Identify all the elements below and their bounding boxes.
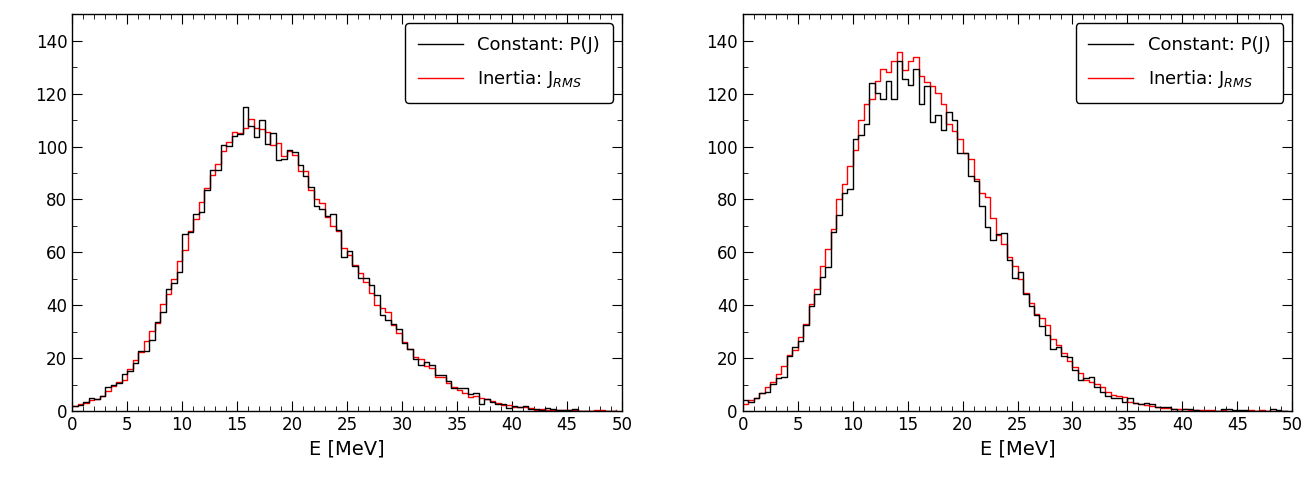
Constant: P(J): (49.5, 0): P(J): (49.5, 0) (609, 408, 625, 414)
Inertia: J$_{RMS}$: (30, 16.5): J$_{RMS}$: (30, 16.5) (1064, 365, 1080, 370)
Inertia: J$_{RMS}$: (43, 0): J$_{RMS}$: (43, 0) (1207, 408, 1223, 414)
Legend: Constant: P(J), Inertia: J$_{RMS}$: Constant: P(J), Inertia: J$_{RMS}$ (1076, 23, 1283, 103)
Inertia: J$_{RMS}$: (48, 0.0472): J$_{RMS}$: (48, 0.0472) (1262, 408, 1278, 414)
Inertia: J$_{RMS}$: (0, 1.74): J$_{RMS}$: (0, 1.74) (64, 403, 80, 409)
Inertia: J$_{RMS}$: (11.5, 118): J$_{RMS}$: (11.5, 118) (861, 96, 876, 102)
Inertia: J$_{RMS}$: (46.5, 0.121): J$_{RMS}$: (46.5, 0.121) (1246, 408, 1262, 413)
Constant: P(J): (11.5, 75.3): P(J): (11.5, 75.3) (190, 209, 206, 215)
Line: Inertia: J$_{RMS}$: Inertia: J$_{RMS}$ (72, 119, 617, 411)
Inertia: J$_{RMS}$: (9.5, 56.8): J$_{RMS}$: (9.5, 56.8) (169, 258, 185, 264)
Inertia: J$_{RMS}$: (16, 110): J$_{RMS}$: (16, 110) (240, 116, 256, 122)
Constant: P(J): (48, 0.192): P(J): (48, 0.192) (592, 408, 607, 413)
Constant: P(J): (14, 132): P(J): (14, 132) (888, 58, 904, 64)
Inertia: J$_{RMS}$: (49.5, 0.263): J$_{RMS}$: (49.5, 0.263) (609, 408, 625, 413)
Constant: P(J): (48, 0.861): P(J): (48, 0.861) (1262, 406, 1278, 412)
X-axis label: E [MeV]: E [MeV] (310, 439, 384, 458)
Inertia: J$_{RMS}$: (49.5, 0): J$_{RMS}$: (49.5, 0) (1279, 408, 1295, 414)
Constant: P(J): (46.5, 0.00101): P(J): (46.5, 0.00101) (1246, 408, 1262, 414)
Inertia: J$_{RMS}$: (48.5, 0.078): J$_{RMS}$: (48.5, 0.078) (597, 408, 613, 414)
Constant: P(J): (49.5, 0): P(J): (49.5, 0) (1279, 408, 1295, 414)
Line: Constant: P(J): Constant: P(J) (72, 107, 617, 411)
Constant: P(J): (46, 0): P(J): (46, 0) (569, 408, 585, 414)
Inertia: J$_{RMS}$: (30, 26): J$_{RMS}$: (30, 26) (394, 339, 409, 345)
Inertia: J$_{RMS}$: (46, 0.146): J$_{RMS}$: (46, 0.146) (569, 408, 585, 413)
X-axis label: E [MeV]: E [MeV] (980, 439, 1055, 458)
Inertia: J$_{RMS}$: (14, 136): J$_{RMS}$: (14, 136) (888, 49, 904, 54)
Constant: P(J): (15.5, 115): P(J): (15.5, 115) (235, 104, 251, 109)
Inertia: J$_{RMS}$: (9.5, 92.6): J$_{RMS}$: (9.5, 92.6) (840, 163, 855, 169)
Constant: P(J): (9.5, 52.6): P(J): (9.5, 52.6) (169, 269, 185, 275)
Constant: P(J): (0, 2.04): P(J): (0, 2.04) (64, 403, 80, 409)
Constant: P(J): (30, 25.6): P(J): (30, 25.6) (394, 341, 409, 347)
Constant: P(J): (26, 50.4): P(J): (26, 50.4) (350, 275, 366, 281)
Constant: P(J): (30, 15.7): P(J): (30, 15.7) (1064, 367, 1080, 372)
Inertia: J$_{RMS}$: (26, 52.1): J$_{RMS}$: (26, 52.1) (350, 271, 366, 276)
Inertia: J$_{RMS}$: (0, 2.81): J$_{RMS}$: (0, 2.81) (735, 401, 750, 406)
Inertia: J$_{RMS}$: (47.5, 0.24): J$_{RMS}$: (47.5, 0.24) (586, 408, 602, 413)
Legend: Constant: P(J), Inertia: J$_{RMS}$: Constant: P(J), Inertia: J$_{RMS}$ (405, 23, 613, 103)
Line: Constant: P(J): Constant: P(J) (743, 61, 1287, 411)
Constant: P(J): (26, 39.9): P(J): (26, 39.9) (1021, 303, 1036, 308)
Inertia: J$_{RMS}$: (11.5, 79.1): J$_{RMS}$: (11.5, 79.1) (190, 199, 206, 205)
Constant: P(J): (41.5, 0): P(J): (41.5, 0) (1191, 408, 1207, 414)
Constant: P(J): (11.5, 124): P(J): (11.5, 124) (861, 81, 876, 87)
Inertia: J$_{RMS}$: (26, 40.7): J$_{RMS}$: (26, 40.7) (1021, 301, 1036, 306)
Constant: P(J): (0, 4): P(J): (0, 4) (735, 398, 750, 403)
Line: Inertia: J$_{RMS}$: Inertia: J$_{RMS}$ (743, 52, 1287, 411)
Constant: P(J): (46.5, 0.0326): P(J): (46.5, 0.0326) (576, 408, 592, 414)
Constant: P(J): (9.5, 83.8): P(J): (9.5, 83.8) (840, 186, 855, 192)
